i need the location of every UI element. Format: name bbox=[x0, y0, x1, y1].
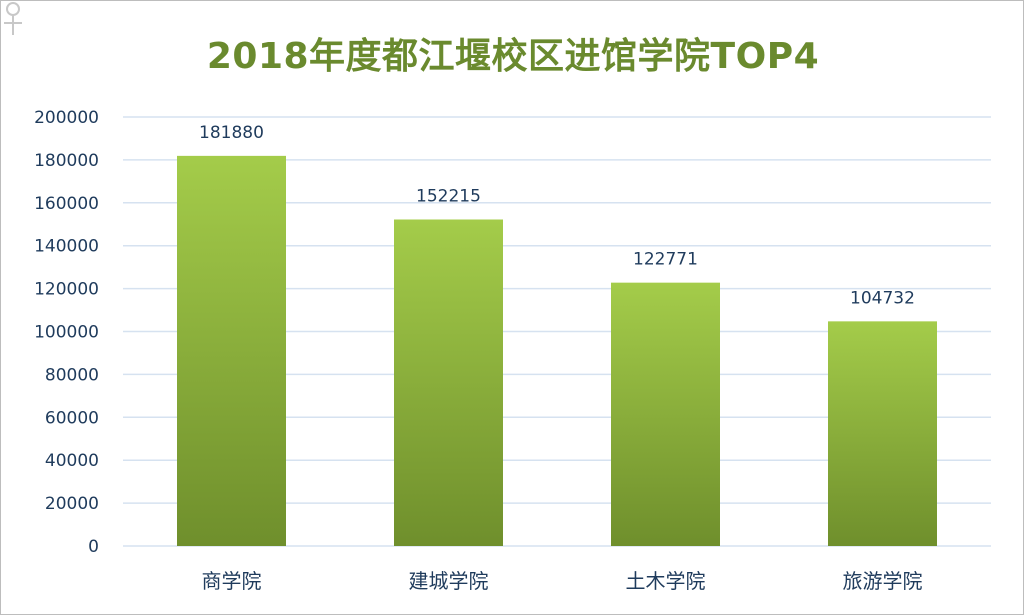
bar bbox=[611, 282, 720, 546]
y-axis-ticks: 0 20000 40000 60000 80000 100000 120000 140000 1… bbox=[34, 108, 99, 557]
y-tick-label: 200000 bbox=[34, 108, 99, 128]
data-label: 104732 bbox=[850, 288, 915, 308]
y-tick-label: 180000 bbox=[34, 151, 99, 171]
data-labels: 181880 152215 122771 104732 bbox=[199, 123, 915, 308]
category-label: 建城学院 bbox=[409, 569, 489, 593]
category-label: 土木学院 bbox=[626, 569, 706, 593]
data-label: 122771 bbox=[633, 250, 698, 270]
y-tick-label: 40000 bbox=[45, 451, 99, 471]
y-tick-label: 80000 bbox=[45, 365, 99, 385]
data-label: 181880 bbox=[199, 123, 264, 143]
y-tick-label: 0 bbox=[88, 537, 99, 557]
bar bbox=[394, 219, 503, 546]
category-label: 旅游学院 bbox=[843, 569, 923, 593]
bar bbox=[177, 155, 286, 546]
category-label: 商学院 bbox=[202, 569, 262, 593]
x-axis-categories: 商学院 建城学院 土木学院 旅游学院 bbox=[202, 569, 923, 593]
y-tick-label: 160000 bbox=[34, 194, 99, 214]
chart-title: 2018年度都江堰校区进馆学院TOP4 bbox=[206, 36, 820, 77]
y-tick-label: 20000 bbox=[45, 494, 99, 514]
bar bbox=[828, 321, 937, 546]
data-label: 152215 bbox=[416, 186, 481, 206]
person-watermark-icon bbox=[4, 2, 22, 35]
bars bbox=[177, 155, 937, 546]
y-tick-label: 60000 bbox=[45, 408, 99, 428]
y-tick-label: 120000 bbox=[34, 280, 99, 300]
y-tick-label: 100000 bbox=[34, 323, 99, 343]
y-tick-label: 140000 bbox=[34, 237, 99, 257]
